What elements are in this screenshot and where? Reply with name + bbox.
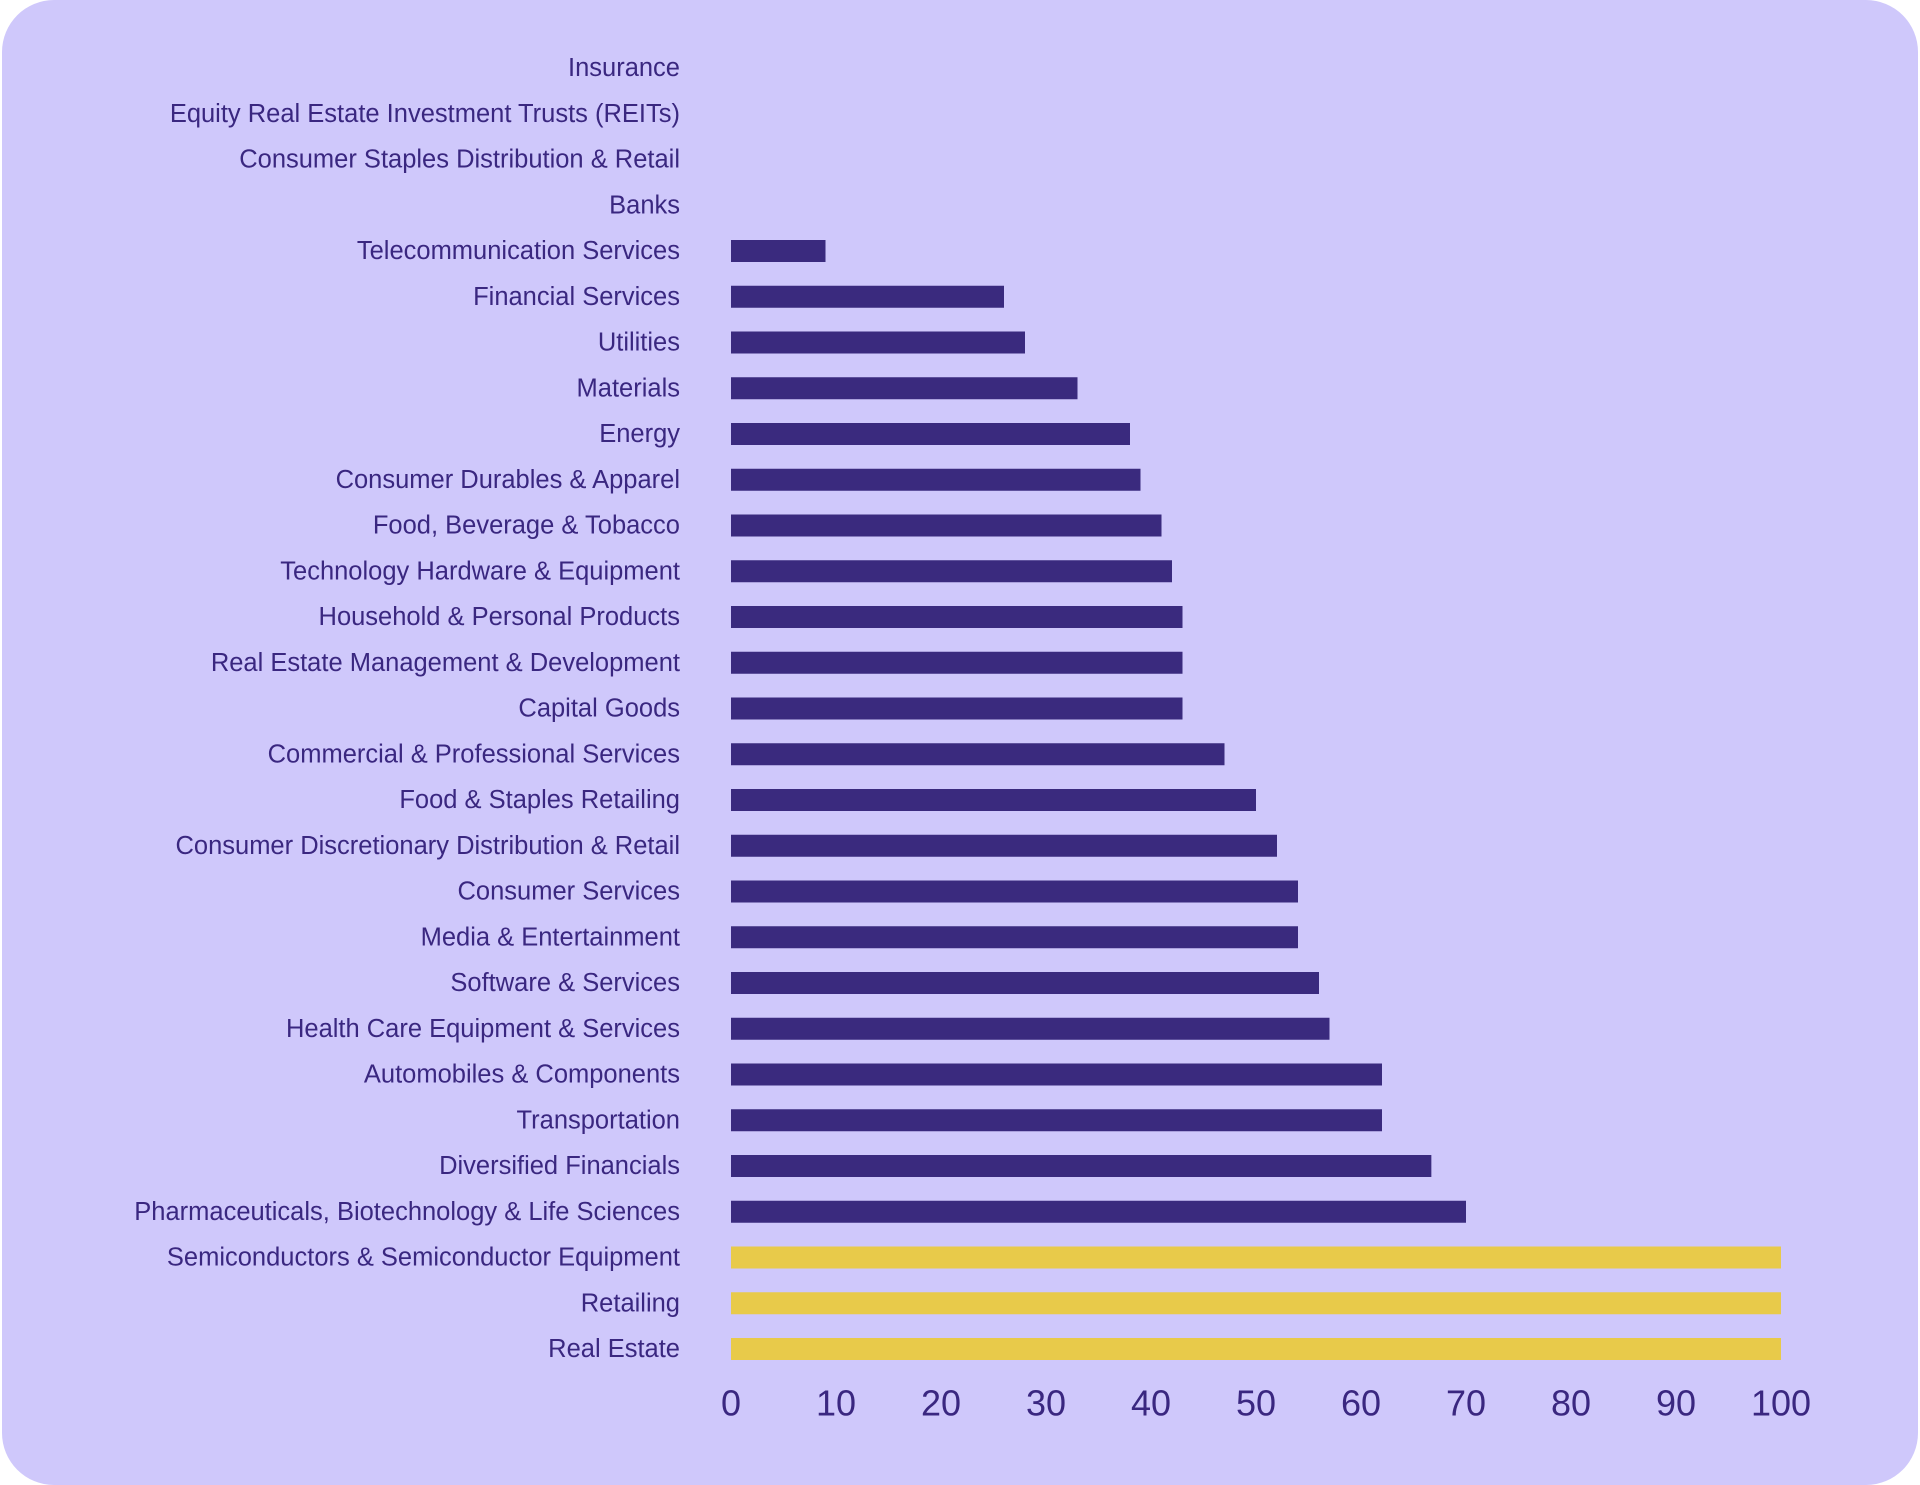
bar bbox=[731, 697, 1183, 720]
bar bbox=[731, 1109, 1382, 1132]
bar bbox=[731, 377, 1078, 400]
x-tick-label: 0 bbox=[721, 1383, 741, 1424]
bar bbox=[731, 1292, 1781, 1315]
x-tick-label: 60 bbox=[1341, 1383, 1381, 1424]
category-label: Health Care Equipment & Services bbox=[286, 1015, 680, 1043]
bar bbox=[731, 880, 1298, 903]
category-label: Semiconductors & Semiconductor Equipment bbox=[167, 1244, 680, 1272]
bar bbox=[731, 240, 826, 262]
bar bbox=[731, 560, 1172, 583]
category-label: Retailing bbox=[581, 1289, 680, 1317]
bar bbox=[731, 834, 1277, 857]
x-tick-label: 100 bbox=[1751, 1383, 1811, 1424]
category-label: Energy bbox=[599, 420, 680, 448]
category-label: Consumer Staples Distribution & Retail bbox=[239, 146, 680, 174]
category-label: Household & Personal Products bbox=[319, 603, 680, 631]
category-label: Technology Hardware & Equipment bbox=[280, 557, 680, 585]
category-label: Equity Real Estate Investment Trusts (RE… bbox=[170, 100, 680, 128]
category-label: Food, Beverage & Tobacco bbox=[373, 512, 680, 540]
category-label: Diversified Financials bbox=[439, 1152, 680, 1180]
category-label: Transportation bbox=[517, 1106, 680, 1134]
category-label: Consumer Discretionary Distribution & Re… bbox=[175, 832, 680, 860]
x-tick-label: 10 bbox=[816, 1383, 856, 1424]
bar bbox=[731, 926, 1298, 949]
bar bbox=[731, 606, 1183, 628]
bar bbox=[731, 1063, 1382, 1086]
bar bbox=[731, 1155, 1432, 1177]
category-label: Media & Entertainment bbox=[421, 923, 680, 951]
bar bbox=[731, 789, 1256, 811]
bars bbox=[731, 240, 1781, 1360]
category-label: Materials bbox=[577, 374, 680, 402]
bar bbox=[731, 514, 1162, 537]
x-tick-label: 80 bbox=[1551, 1383, 1591, 1424]
category-label: Banks bbox=[609, 191, 680, 219]
category-label: Consumer Services bbox=[458, 878, 681, 906]
category-label: Consumer Durables & Apparel bbox=[336, 466, 680, 494]
category-label: Software & Services bbox=[450, 969, 680, 997]
category-label: Capital Goods bbox=[518, 695, 680, 723]
x-axis-ticks: 0 10 20 30 40 50 60 70 80 90 100 bbox=[721, 1383, 1811, 1424]
x-tick-label: 40 bbox=[1131, 1383, 1171, 1424]
bar bbox=[731, 1017, 1330, 1040]
category-label: Food & Staples Retailing bbox=[399, 786, 680, 814]
x-tick-label: 20 bbox=[921, 1383, 961, 1424]
category-label: Telecommunication Services bbox=[357, 237, 680, 265]
bar bbox=[731, 651, 1183, 674]
bar bbox=[731, 331, 1025, 354]
category-label: Real Estate Management & Development bbox=[211, 649, 680, 677]
bar bbox=[731, 423, 1130, 445]
x-tick-label: 30 bbox=[1026, 1383, 1066, 1424]
bar bbox=[731, 1246, 1781, 1269]
category-label: Commercial & Professional Services bbox=[268, 740, 680, 768]
bar bbox=[731, 468, 1141, 491]
bar bbox=[731, 743, 1225, 766]
category-label: Financial Services bbox=[473, 283, 680, 311]
category-label: Insurance bbox=[568, 54, 680, 82]
category-label: Pharmaceuticals, Biotechnology & Life Sc… bbox=[134, 1198, 680, 1226]
x-tick-label: 70 bbox=[1446, 1383, 1486, 1424]
bar bbox=[731, 285, 1004, 308]
bar bbox=[731, 1200, 1466, 1223]
category-label: Real Estate bbox=[548, 1335, 680, 1363]
x-tick-label: 50 bbox=[1236, 1383, 1276, 1424]
bar bbox=[731, 1338, 1781, 1360]
x-tick-label: 90 bbox=[1656, 1383, 1696, 1424]
category-labels: Insurance Equity Real Estate Investment T… bbox=[134, 54, 680, 1363]
bar bbox=[731, 972, 1319, 994]
category-label: Utilities bbox=[598, 329, 680, 357]
category-label: Automobiles & Components bbox=[364, 1061, 680, 1089]
